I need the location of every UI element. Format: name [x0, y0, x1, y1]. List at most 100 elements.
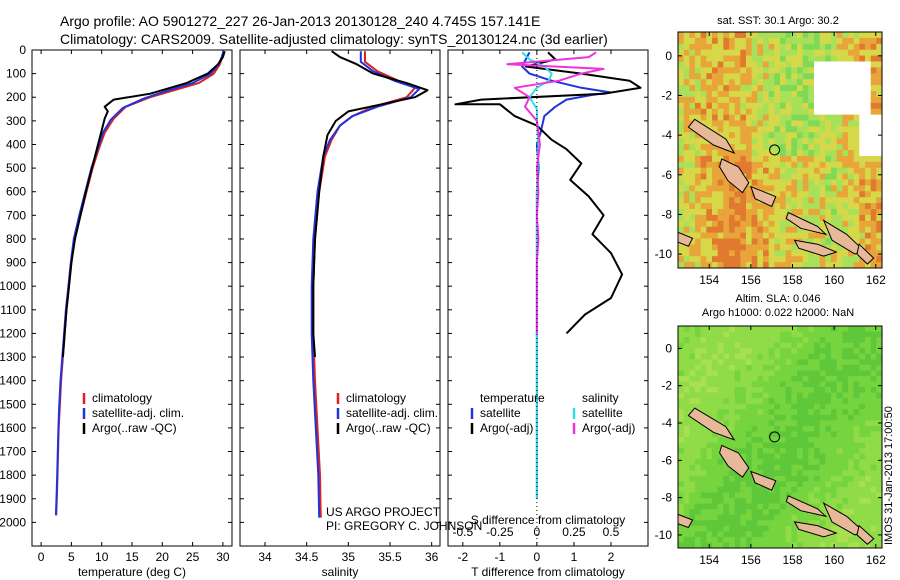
sla-map-cell — [757, 342, 764, 349]
sla-map-cell — [831, 498, 838, 505]
sst-map-cell — [757, 79, 764, 86]
sst-map-cell — [831, 138, 838, 145]
sst-map-cell — [848, 226, 855, 234]
sst-map-cell — [751, 132, 758, 139]
sla-map-cell — [763, 525, 770, 532]
sst-map-cell — [825, 167, 832, 175]
sla-map-cell — [791, 337, 798, 344]
sst-map-cell — [717, 73, 724, 80]
temp-panel-xtick-label: 15 — [125, 550, 139, 564]
sla-map-cell — [678, 353, 685, 360]
sla-map-cell — [729, 364, 736, 371]
sla-map-cell — [746, 492, 753, 499]
sla-map-cell — [683, 414, 690, 421]
sla-map-cell — [683, 392, 690, 399]
sla-map-cell — [689, 420, 696, 427]
sst-map-cell — [740, 144, 747, 151]
sla-map-cell — [870, 387, 877, 394]
sst-map-cell — [842, 132, 849, 139]
sst-map-cell — [751, 226, 758, 234]
sst-map-cell — [848, 32, 855, 39]
sst-map-cell — [802, 73, 809, 80]
sst-map-cell — [819, 155, 826, 163]
sst-map-cell — [763, 138, 770, 145]
sst-map-cell — [814, 232, 821, 239]
sla-map-cell — [785, 542, 792, 549]
sla-map-cell — [700, 326, 707, 333]
sst-map-cell — [717, 55, 724, 62]
sla-map-cell — [853, 442, 860, 449]
sla-map-cell — [859, 342, 866, 349]
sla-map-cell — [842, 420, 849, 427]
sla-map-xtick-label: 154 — [699, 553, 719, 567]
sla-map-cell — [763, 425, 770, 432]
sla-map-cell — [706, 392, 713, 399]
sla-map-cell — [695, 509, 702, 516]
sst-map-cell — [814, 102, 821, 110]
sst-map-cell — [734, 85, 741, 92]
sst-map-cell — [774, 61, 781, 68]
sla-map-cell — [876, 509, 883, 516]
sst-map-cell — [678, 96, 685, 104]
sla-map-cell — [700, 525, 707, 532]
sst-map-cell — [853, 214, 860, 222]
sla-map-cell — [706, 337, 713, 344]
sst-map-cell — [808, 262, 815, 269]
sst-map-cell — [780, 79, 787, 86]
sla-map-cell — [757, 364, 764, 371]
sla-map-cell — [706, 448, 713, 455]
diff-panel-xtick-label: -2 — [457, 550, 468, 564]
sst-map-cell — [712, 256, 719, 263]
sst-map-cell — [678, 37, 685, 45]
sla-map-frame — [677, 325, 883, 549]
sst-map-cell — [689, 197, 696, 204]
sst-map-cell — [678, 250, 685, 257]
sst-map-cell — [848, 61, 855, 68]
sst-map-cell — [695, 220, 702, 228]
sla-map-cell — [683, 381, 690, 388]
sst-map-cell — [768, 179, 775, 186]
sal-panel-xtick-label: 35 — [342, 550, 356, 564]
sla-map-cell — [876, 442, 883, 449]
sla-map-cell — [700, 492, 707, 499]
sst-map-cell — [808, 85, 815, 92]
sla-map-cell — [695, 431, 702, 438]
sla-map-cell — [751, 486, 758, 493]
sst-map-cell — [831, 185, 838, 192]
sst-map-xtick-label: 160 — [824, 273, 844, 287]
sla-map-cell — [819, 364, 826, 371]
sla-map-cell — [751, 520, 758, 527]
sla-map-cell — [700, 337, 707, 344]
sst-map-cell — [734, 191, 741, 198]
sla-map-cell — [876, 326, 883, 333]
sla-map-cell — [819, 381, 826, 388]
sst-map-cell — [848, 191, 855, 198]
sla-map-cell — [717, 475, 724, 482]
sla-map-cell — [774, 520, 781, 527]
sst-map-cell — [802, 32, 809, 39]
sst-map-cell — [768, 144, 775, 151]
sla-map-cell — [865, 364, 872, 371]
sst-map-cell — [825, 197, 832, 204]
sst-map-cell — [740, 232, 747, 239]
sst-map-cell — [723, 179, 730, 186]
sst-map-cell — [819, 55, 826, 62]
sla-map-cell — [700, 542, 707, 549]
sst-map-cell — [859, 67, 866, 74]
sla-map-cell — [678, 331, 685, 338]
sla-map-cell — [774, 459, 781, 466]
sst-map-cell — [876, 55, 883, 62]
sla-map-cell — [859, 398, 866, 405]
sla-map-cell — [683, 470, 690, 477]
sla-map-cell — [870, 531, 877, 538]
sla-map-cell — [859, 503, 866, 510]
sst-map-cell — [797, 67, 804, 74]
sla-map-cell — [819, 509, 826, 516]
sla-map-cell — [740, 348, 747, 355]
sla-map-cell — [791, 448, 798, 455]
sla-map-cell — [774, 498, 781, 505]
sst-map-cell — [870, 197, 877, 204]
sla-map-cell — [865, 431, 872, 438]
sst-map-cell — [700, 61, 707, 68]
sst-map-cell — [785, 262, 792, 269]
